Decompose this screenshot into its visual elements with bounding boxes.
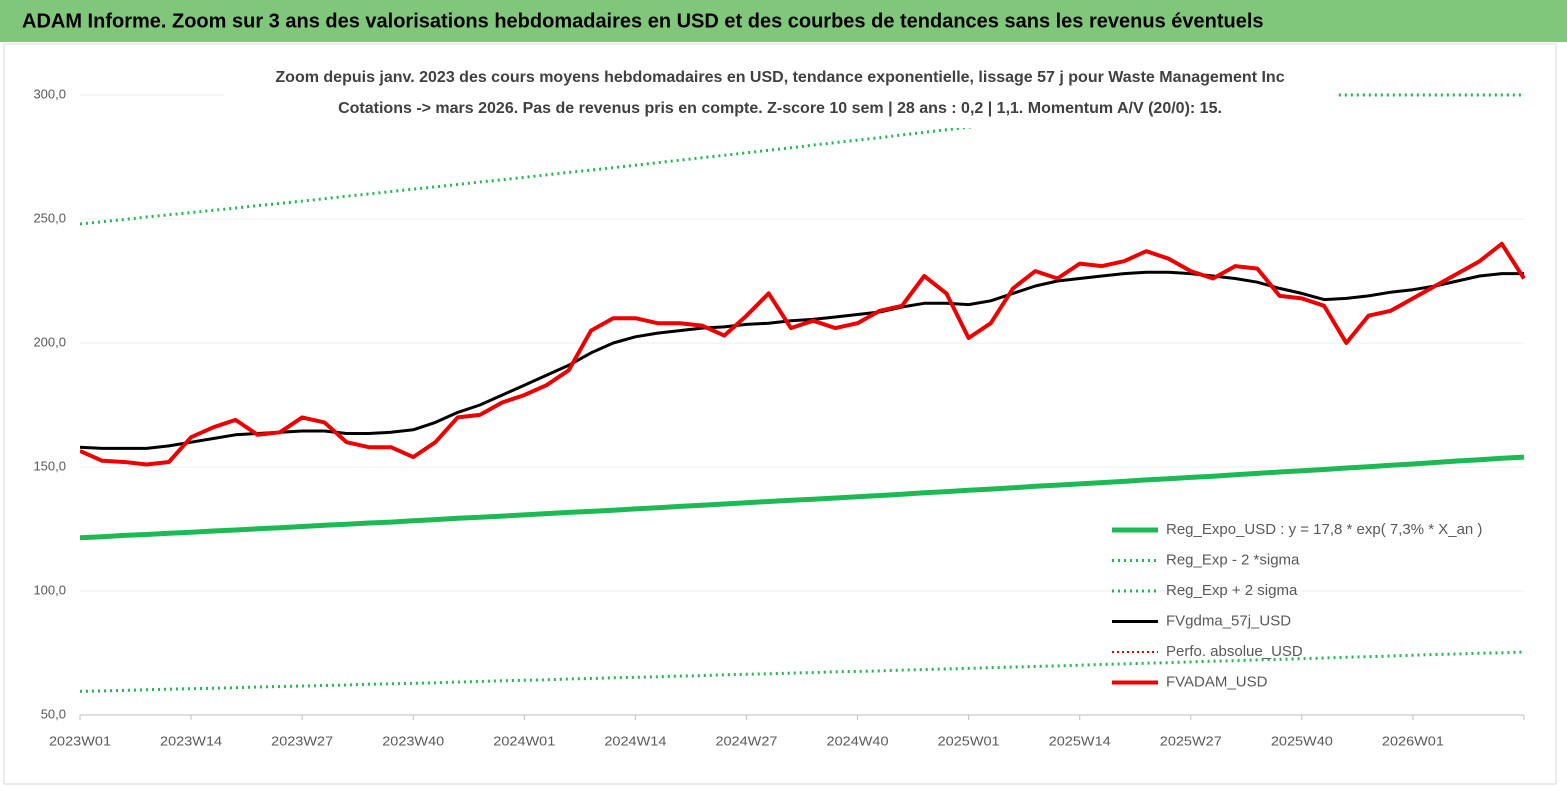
series-line [80, 650, 1525, 693]
x-tick-label: 2025W01 [938, 733, 1000, 748]
title-bar [0, 0, 1567, 42]
x-tick-label: 2023W40 [382, 733, 444, 748]
series-line [80, 270, 1524, 450]
chart-title: ADAM Informe. Zoom sur 3 ans des valoris… [22, 10, 1264, 32]
x-tick-label: 2024W40 [827, 733, 889, 748]
subtitle-box [224, 62, 1336, 128]
series-line [80, 241, 1526, 467]
x-tick-label: 2023W27 [271, 733, 333, 748]
y-tick-label: 150,0 [33, 458, 66, 473]
y-tick-label: 50,0 [41, 706, 66, 721]
subtitle: Cotations -> mars 2026. Pas de revenus p… [338, 100, 1222, 117]
x-tick-label: 2023W01 [49, 733, 111, 748]
y-tick-label: 200,0 [33, 334, 66, 349]
x-tick-label: 2024W27 [715, 733, 777, 748]
chart-frame [3, 43, 1557, 785]
legend-label: Reg_Exp - 2 *sigma [1166, 551, 1300, 568]
plot-area [80, 93, 1526, 693]
y-tick-label: 100,0 [33, 582, 66, 597]
series-line [80, 454, 1525, 541]
x-tick-label: 2025W14 [1049, 733, 1111, 748]
x-tick-label: 2025W40 [1271, 733, 1333, 748]
x-tick-label: 2024W14 [604, 733, 666, 748]
x-tick-label: 2025W27 [1160, 733, 1222, 748]
legend: Reg_Expo_USD : y = 17,8 * exp( 7,3% * X_… [1112, 521, 1482, 690]
legend-label: Perfo. absolue_USD [1166, 643, 1303, 660]
legend-label: Reg_Expo_USD : y = 17,8 * exp( 7,3% * X_… [1166, 521, 1482, 538]
series-line [80, 93, 1524, 226]
x-tick-label: 2026W01 [1382, 733, 1444, 748]
subtitle: Zoom depuis janv. 2023 des cours moyens … [275, 69, 1284, 86]
x-tick-label: 2024W01 [493, 733, 555, 748]
y-tick-label: 300,0 [33, 86, 66, 101]
x-tick-label: 2023W14 [160, 733, 222, 748]
legend-label: FVADAM_USD [1166, 673, 1268, 690]
legend-label: FVgdma_57j_USD [1166, 612, 1291, 629]
legend-label: Reg_Exp + 2 sigma [1166, 582, 1298, 599]
y-tick-label: 250,0 [33, 210, 66, 225]
